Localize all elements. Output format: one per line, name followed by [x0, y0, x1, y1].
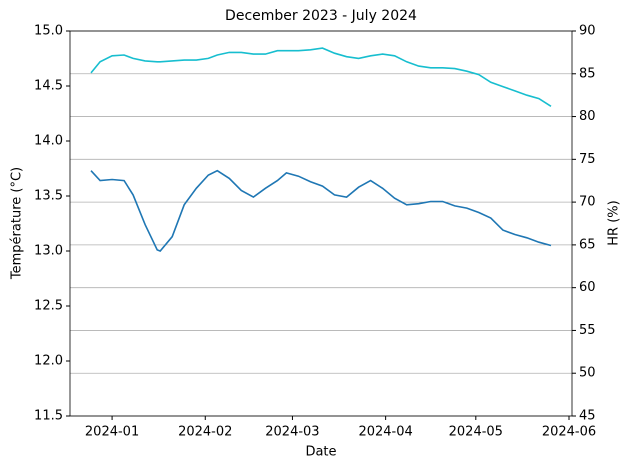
y2-axis-label: HR (%) [607, 200, 622, 245]
y2-tick-label: 75 [579, 152, 596, 167]
y-tick-label: 14.0 [34, 134, 63, 149]
plot-frame [69, 30, 573, 417]
y2-tick-label: 85 [579, 66, 596, 81]
y-tick-label: 13.0 [34, 244, 63, 259]
data-line [90, 47, 552, 107]
y-tick-label: 15.0 [34, 24, 63, 39]
y2-tick-label: 90 [579, 24, 596, 39]
y2-tick-label: 80 [579, 109, 596, 124]
x-tick-label: 2024-04 [358, 425, 412, 440]
y2-tick-label: 55 [579, 323, 596, 338]
y-tick-label: 13.5 [34, 189, 63, 204]
x-tick-label: 2024-01 [85, 425, 139, 440]
y2-tick-label: 60 [579, 280, 596, 295]
y-tick-label: 11.5 [34, 409, 63, 424]
x-tick-label: 2024-06 [542, 425, 596, 440]
y-tick-label: 12.5 [34, 299, 63, 314]
x-tick-label: 2024-05 [449, 425, 503, 440]
y-axis-label: Température (°C) [10, 167, 25, 280]
data-line [90, 169, 552, 252]
y2-tick-label: 45 [579, 409, 596, 424]
x-tick-label: 2024-02 [178, 425, 232, 440]
chart-title: December 2023 - July 2024 [225, 8, 417, 24]
y2-tick-label: 70 [579, 195, 596, 210]
y-tick-label: 12.0 [34, 354, 63, 369]
y2-tick-label: 50 [579, 366, 596, 381]
x-tick-label: 2024-03 [265, 425, 319, 440]
y2-tick-label: 65 [579, 237, 596, 252]
x-axis-label: Date [305, 445, 336, 460]
y-tick-label: 14.5 [34, 79, 63, 94]
